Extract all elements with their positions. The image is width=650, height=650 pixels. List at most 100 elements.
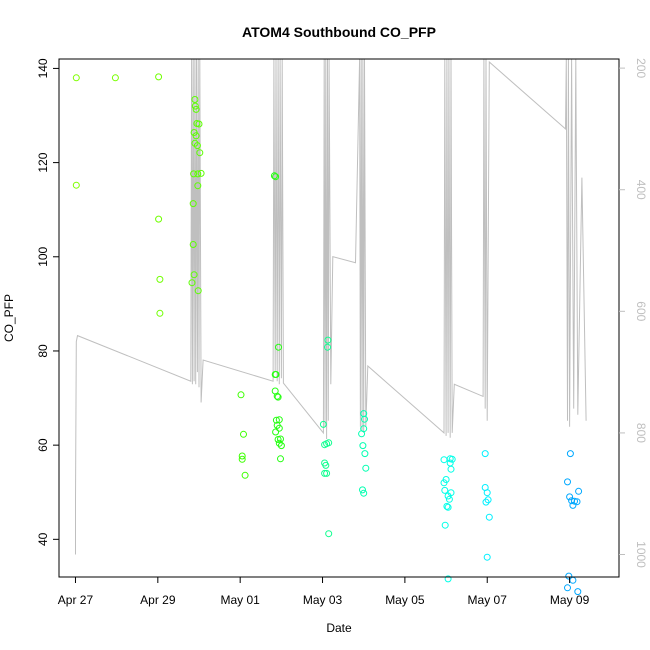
- co-point: [324, 343, 331, 351]
- co-point: [445, 495, 453, 503]
- co-point: [569, 501, 577, 509]
- co-point: [275, 343, 282, 351]
- y-tick-label: 120: [36, 152, 50, 172]
- co-point: [359, 486, 366, 494]
- co-point: [485, 513, 493, 521]
- co-point: [575, 487, 583, 495]
- co-point: [274, 393, 282, 401]
- co-point: [193, 142, 201, 150]
- co-point: [442, 476, 450, 483]
- co-point: [444, 575, 452, 583]
- co-point: [72, 181, 80, 189]
- pressure-line: [75, 58, 587, 555]
- co-point: [448, 455, 456, 463]
- co-point: [277, 455, 284, 463]
- co-point: [569, 576, 577, 584]
- right-tick-label: 800: [634, 423, 648, 443]
- co-point: [443, 502, 451, 510]
- co-point: [156, 309, 164, 317]
- x-tick-label: May 07: [468, 593, 508, 607]
- co-point: [481, 450, 489, 458]
- co-point: [323, 469, 331, 477]
- co-point: [441, 486, 449, 494]
- co-point: [156, 275, 164, 283]
- co-point: [483, 553, 491, 561]
- co-point: [191, 96, 199, 103]
- co-point: [322, 461, 330, 469]
- co-point: [155, 73, 163, 81]
- right-tick-label: 600: [634, 301, 648, 321]
- co-point: [361, 415, 368, 423]
- plot-frame: [58, 58, 620, 578]
- co-point: [574, 588, 582, 596]
- right-tick-label: 1000: [634, 541, 648, 568]
- x-tick-label: Apr 27: [58, 593, 94, 607]
- co-point: [444, 503, 452, 511]
- co-point: [191, 102, 199, 110]
- co-point: [362, 464, 370, 472]
- co-point: [484, 496, 492, 504]
- co-point: [272, 428, 280, 436]
- co-point: [194, 170, 202, 178]
- right-tick-label: 200: [634, 58, 648, 78]
- co-point: [72, 74, 80, 82]
- co-point: [447, 465, 455, 473]
- x-tick-label: May 01: [220, 593, 260, 607]
- x-tick-label: May 03: [303, 593, 343, 607]
- co-point: [360, 425, 368, 433]
- co-point: [441, 521, 449, 529]
- co-point: [155, 215, 163, 223]
- co-point: [237, 391, 245, 399]
- co-point: [272, 416, 280, 424]
- y-tick-label: 140: [36, 58, 50, 78]
- co-point: [360, 489, 368, 497]
- co-point: [272, 371, 280, 378]
- y-tick-label: 40: [36, 532, 50, 546]
- co-point: [440, 456, 448, 464]
- co-point: [270, 172, 278, 180]
- co-point: [483, 489, 491, 497]
- co-point: [273, 392, 281, 400]
- x-axis-label: Date: [326, 621, 352, 635]
- co-point: [277, 442, 285, 450]
- x-tick-label: Apr 29: [140, 593, 176, 607]
- co-point: [238, 452, 246, 460]
- pressure-series: [75, 58, 587, 555]
- co-point: [192, 132, 200, 140]
- y-tick-label: 60: [36, 438, 50, 452]
- co-point: [319, 420, 327, 428]
- y-tick-label: 100: [36, 246, 50, 266]
- co-point: [359, 442, 367, 450]
- co-point: [194, 287, 202, 295]
- x-tick-label: May 09: [550, 593, 590, 607]
- co-point: [325, 439, 333, 447]
- co-point: [573, 498, 581, 506]
- co-point: [192, 105, 200, 113]
- co-point: [447, 489, 455, 497]
- co-point: [196, 149, 204, 157]
- y-tick-label: 80: [36, 344, 50, 358]
- co-point: [564, 478, 571, 486]
- co-point: [564, 584, 571, 592]
- co-point: [189, 200, 197, 208]
- x-tick-label: May 05: [385, 593, 425, 607]
- co-points-series: [72, 73, 583, 596]
- co-point: [194, 182, 202, 190]
- co-point: [325, 530, 333, 538]
- co-point: [189, 241, 197, 248]
- co-point: [571, 497, 578, 505]
- co-point: [566, 450, 574, 458]
- co-point: [321, 469, 329, 477]
- y-axis-label: CO_PFP: [2, 294, 16, 342]
- co-point: [238, 455, 246, 463]
- co-point: [188, 279, 196, 287]
- co-point: [482, 498, 490, 506]
- co-point: [566, 493, 574, 501]
- co-point: [324, 336, 332, 344]
- co-point: [565, 572, 573, 580]
- co-point: [361, 450, 369, 458]
- co-point: [240, 430, 247, 438]
- chart-title: ATOM4 Southbound CO_PFP: [242, 24, 436, 40]
